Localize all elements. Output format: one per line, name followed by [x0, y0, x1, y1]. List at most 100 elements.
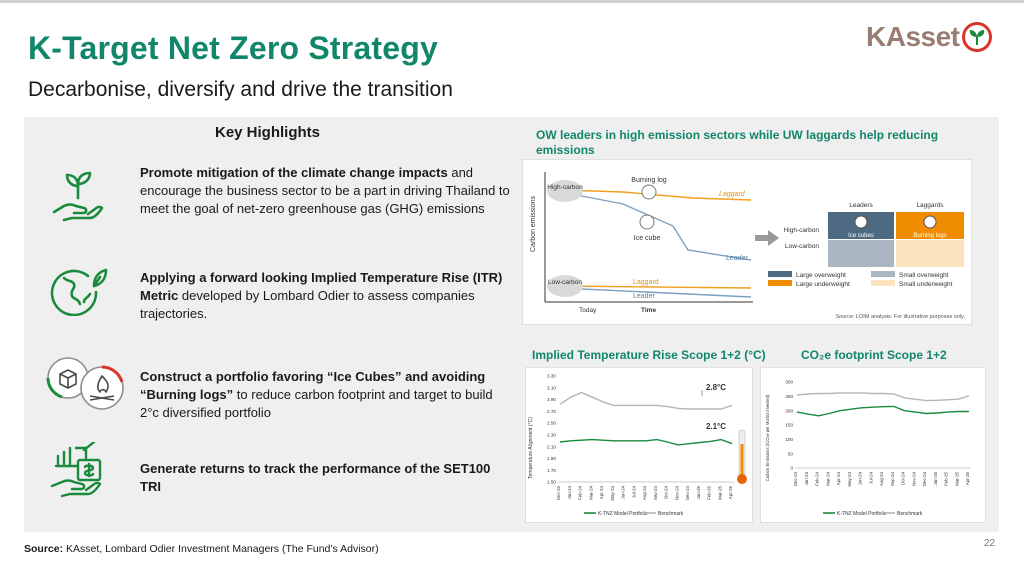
top-divider — [0, 0, 1024, 3]
x-tick-label: Sep-24 — [653, 485, 658, 500]
y-tick-label: 3.10 — [547, 385, 556, 390]
highlight-3-bold: Construct a portfolio favoring “Ice Cube… — [140, 369, 486, 402]
leader-low-line — [560, 287, 752, 298]
y-tick-label: 0 — [790, 466, 793, 471]
page-number: 22 — [984, 538, 996, 549]
x-tick-label: Feb-24 — [815, 471, 820, 485]
highlight-2: Applying a forward looking Implied Tempe… — [140, 269, 510, 323]
burning-log-icon — [641, 184, 657, 200]
diagram-footnote: Source: LOIM analysis. For illustrative … — [835, 314, 965, 320]
cell-low-leaders — [828, 240, 894, 267]
legend-swatch-small-uw — [871, 280, 895, 286]
cell-low-laggards — [896, 240, 964, 267]
x-tick-label: Feb-25 — [944, 471, 949, 485]
co2-ylabel: Carbon Emissions (tCO₂e per MUSD investe… — [765, 394, 770, 481]
series-line-benchmark — [796, 392, 970, 402]
series-line-k-tnz-model-portfolio — [796, 405, 969, 417]
leader-low-label: Leader — [633, 293, 655, 300]
highlight-1-bold: Promote mitigation of the climate change… — [140, 165, 448, 180]
y-tick-label: 3.30 — [547, 374, 556, 379]
laggard-low-line — [560, 285, 752, 289]
source-text: KAsset, Lombard Odier Investment Manager… — [63, 543, 379, 555]
x-tick-label: Aug-24 — [642, 485, 647, 500]
x-tick-label: Jan-25 — [696, 485, 701, 499]
highlight-2-text: developed by Lombard Odier to assess com… — [140, 288, 475, 321]
co2-legend-portfolio: K-TNZ Model Portfolio — [837, 511, 887, 517]
itr-ylabel: Temperature Alignment (°C) — [528, 417, 534, 479]
legend-small-ow: Small overweight — [899, 272, 949, 279]
legend-large-ow: Large overweight — [796, 272, 846, 279]
y-tick-label: 2.50 — [547, 421, 556, 426]
arrow-head-icon — [768, 230, 779, 246]
x-tick-label: Apr-24 — [836, 471, 841, 485]
x-tick-label: Dec-24 — [922, 471, 927, 486]
x-tick-label: Mar-24 — [825, 471, 830, 485]
itr-chart-card: Temperature Alignment (°C) 3.30 3.10 2.90 2… — [525, 367, 753, 523]
x-tick-label: Feb-24 — [578, 485, 583, 499]
series-line-k-tnz-model-portfolio — [559, 438, 733, 446]
x-tick-label: Oct-24 — [901, 471, 906, 485]
co2-chart: Carbon Emissions (tCO₂e per MUSD investe… — [765, 380, 971, 517]
x-tick-label: Mar-25 — [954, 471, 959, 485]
y-tick-label: 1.90 — [547, 456, 556, 461]
itr-port-label: 2.1°C — [706, 422, 726, 431]
page-title: K-Target Net Zero Strategy — [28, 30, 439, 66]
logo-text: KAsset — [866, 21, 960, 52]
x-tick-label: Jun-24 — [858, 471, 863, 485]
laggard-low-label: Laggard — [633, 279, 659, 286]
laggard-high-label: Laggard — [719, 191, 746, 198]
legend-swatch-small-ow — [871, 271, 895, 277]
y-tick-label: 100 — [785, 437, 793, 442]
itr-bench-label: 2.8°C — [706, 383, 726, 392]
x-tick-label: Feb-25 — [707, 485, 712, 499]
time-label: Time — [641, 307, 656, 314]
y-axis-label: Carbon emissions — [530, 195, 537, 252]
leader-high-label: Leader — [726, 255, 748, 262]
x-tick-label: Mar-25 — [717, 485, 722, 499]
legend-swatch-large-uw — [768, 280, 792, 286]
x-tick-label: Jan-25 — [933, 471, 938, 485]
cell-burning-logs-label: Burning logs — [913, 233, 946, 239]
itr-chart-title: Implied Temperature Rise Scope 1+2 (°C) — [532, 348, 766, 362]
x-tick-label: Jan-24 — [804, 471, 809, 485]
cell-burning-log-icon — [923, 215, 937, 229]
today-label: Today — [579, 307, 597, 314]
kasset-logo: KAsset — [866, 20, 993, 54]
growth-chart-hand-icon — [50, 442, 102, 498]
y-tick-label: 150 — [785, 423, 793, 428]
y-tick-label: 200 — [785, 408, 793, 413]
high-carbon-label: High-carbon — [547, 184, 583, 191]
series-line-benchmark — [559, 391, 733, 410]
highlight-1-text: and encourage the business sector to be … — [140, 165, 510, 216]
y-tick-label: 1.70 — [547, 468, 556, 473]
ice-cube-burning-log-icon — [46, 357, 124, 410]
high-carbon-bubble — [547, 180, 583, 202]
x-tick-label: Dec-23 — [793, 471, 798, 486]
legend-swatch-large-ow — [768, 271, 792, 277]
x-tick-label: Apr-25 — [965, 471, 970, 485]
x-tick-label: Dec-23 — [556, 485, 561, 500]
cell-ice-cubes-label: Ice cubes — [848, 233, 874, 239]
x-tick-label: Apr-25 — [728, 485, 733, 499]
highlight-3: Construct a portfolio favoring “Ice Cube… — [140, 368, 510, 422]
y-tick-label: 2.30 — [547, 432, 556, 437]
itr-legend-portfolio: K-TNZ Model Portfolio — [598, 511, 648, 517]
x-tick-label: Apr-24 — [599, 485, 604, 499]
y-tick-label: 1.50 — [547, 480, 556, 485]
highlight-4: Generate returns to track the performanc… — [140, 460, 510, 496]
legend-large-uw: Large underweight — [796, 281, 850, 288]
highlight-3-text: to reduce carbon footprint and target to… — [140, 387, 493, 420]
burning-log-label: Burning log — [631, 177, 667, 184]
highlight-4-bold: Generate returns to track the performanc… — [140, 461, 491, 494]
x-tick-label: Aug-24 — [879, 471, 884, 486]
key-highlights-title: Key Highlights — [215, 124, 321, 141]
ice-cube-label: Ice cube — [634, 235, 661, 242]
x-tick-label: May-24 — [610, 485, 615, 500]
y-tick-label: 2.90 — [547, 397, 556, 402]
highlight-2-bold: Applying a forward looking Implied Tempe… — [140, 270, 503, 303]
x-tick-label: Jul-24 — [868, 471, 873, 484]
x-tick-label: May-24 — [847, 471, 852, 486]
ow-leaders-title: OW leaders in high emission sectors whil… — [536, 128, 939, 157]
y-tick-label: 250 — [785, 394, 793, 399]
x-tick-label: Jun-24 — [621, 485, 626, 499]
